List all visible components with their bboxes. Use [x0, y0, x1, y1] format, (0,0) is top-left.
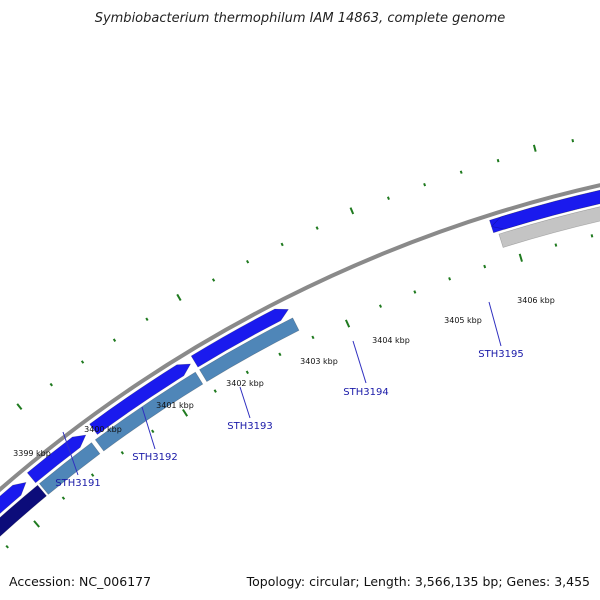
- scale-major-tick: [344, 319, 351, 328]
- outer-tick-mark: [211, 278, 216, 282]
- outer-tick-mark: [496, 158, 500, 163]
- reverse-gene-2[interactable]: [0, 484, 47, 547]
- leader-line-sth3191: [62, 431, 79, 476]
- scale-label-3406: 3406 kbp: [517, 296, 555, 305]
- gene-leader-lines: [62, 301, 502, 476]
- gene-link-sth3194[interactable]: STH3194: [343, 387, 388, 398]
- reverse-gene-5[interactable]: [199, 317, 300, 383]
- gene-link-sth3195[interactable]: STH3195: [478, 349, 523, 360]
- outer-tick-mark: [459, 170, 463, 174]
- outer-tick-mark: [80, 360, 85, 364]
- gene-track: [0, 185, 600, 547]
- scale-label-3399: 3399 kbp: [13, 449, 51, 458]
- topology-text: Topology: circular; Length: 3,566,135 bp…: [246, 574, 590, 589]
- accession-text: Accession: NC_006177: [9, 574, 151, 589]
- scale-minor-tick: [120, 451, 125, 455]
- backbone-line: [0, 183, 600, 493]
- outer-tick-mark: [280, 242, 284, 247]
- scale-label-3403: 3403 kbp: [300, 357, 338, 366]
- outer-tick-mark: [49, 382, 54, 387]
- scale-minor-tick: [245, 370, 249, 375]
- gene-link-sth3192[interactable]: STH3192: [132, 452, 177, 463]
- scale-minor-tick: [5, 544, 9, 549]
- forward-gene-4[interactable]: [89, 363, 192, 435]
- scale-minor-tick: [554, 243, 558, 247]
- scale-label-3404: 3404 kbp: [372, 336, 410, 345]
- outer-tick-ring: [16, 138, 575, 411]
- gene-labels: STH3191 STH3192 STH3193 STH3194 STH3195: [55, 349, 523, 489]
- outer-tick-mark: [423, 182, 427, 187]
- forward-gene-5[interactable]: [190, 308, 289, 368]
- scale-minor-tick: [378, 304, 383, 308]
- leader-line-sth3195: [488, 301, 502, 347]
- scale-minor-tick: [90, 473, 95, 477]
- outer-tick-mark: [145, 317, 149, 322]
- scale-major-tick: [182, 408, 189, 417]
- map-title: Symbiobacterium thermophilum IAM 14863, …: [95, 11, 506, 26]
- scale-minor-tick: [278, 352, 282, 357]
- scale-major-tick: [518, 253, 523, 262]
- reverse-gene-6[interactable]: [498, 200, 600, 248]
- outer-tick-mark: [246, 259, 250, 264]
- outer-tick-mark: [315, 226, 319, 230]
- scale-label-3405: 3405 kbp: [444, 316, 482, 325]
- gene-link-sth3191[interactable]: STH3191: [55, 478, 100, 489]
- leader-line-sth3192: [141, 406, 156, 450]
- reverse-gene-4[interactable]: [94, 371, 204, 452]
- scale-minor-tick: [61, 496, 66, 500]
- scale-minor-tick: [151, 429, 155, 434]
- genome-backbone: [0, 183, 600, 493]
- outer-tick-mark: [349, 207, 355, 215]
- scale-minor-tick: [483, 264, 487, 269]
- forward-gene-2[interactable]: [0, 481, 27, 534]
- scale-minor-tick: [213, 389, 217, 393]
- leader-line-sth3193: [239, 386, 251, 419]
- forward-gene-sth3195-upper[interactable]: [490, 185, 600, 230]
- scale-label-3401: 3401 kbp: [156, 401, 194, 410]
- scale-label-3400: 3400 kbp: [84, 425, 122, 434]
- outer-tick-mark: [532, 144, 537, 152]
- scale-major-tick: [33, 520, 40, 528]
- scale-labels: 3399 kbp 3400 kbp 3401 kbp 3402 kbp 3403…: [13, 296, 555, 458]
- forward-gene-3[interactable]: [26, 434, 87, 484]
- outer-tick-mark: [112, 338, 117, 342]
- leader-line-sth3194: [352, 340, 367, 384]
- scale-minor-tick: [311, 335, 315, 340]
- scale-tick-ring: [5, 234, 594, 549]
- outer-tick-mark: [176, 293, 182, 301]
- scale-minor-tick: [448, 277, 452, 281]
- outer-tick-mark: [571, 138, 575, 143]
- reverse-gene-3[interactable]: [38, 442, 101, 495]
- scale-label-3402: 3402 kbp: [226, 379, 264, 388]
- outer-tick-mark: [386, 196, 390, 200]
- gene-link-sth3193[interactable]: STH3193: [227, 421, 272, 432]
- scale-minor-tick: [590, 234, 594, 238]
- outer-tick-mark: [16, 403, 23, 411]
- scale-minor-tick: [413, 290, 417, 294]
